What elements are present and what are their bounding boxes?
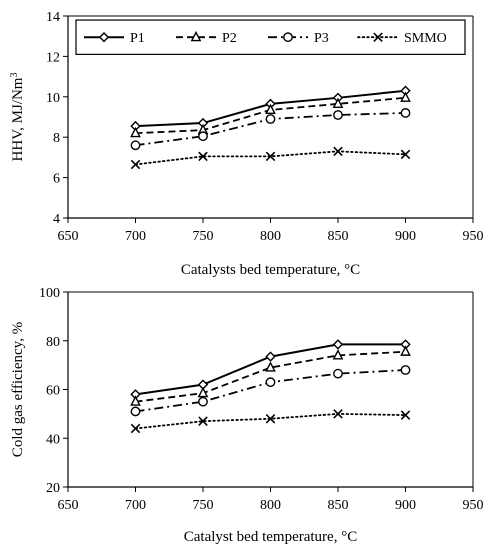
data-point bbox=[333, 368, 343, 379]
y-tick-label: 4 bbox=[53, 212, 60, 227]
data-point bbox=[198, 416, 208, 426]
data-point bbox=[265, 351, 276, 362]
x-tick-label: 900 bbox=[395, 229, 416, 244]
y-tick-label: 20 bbox=[46, 481, 60, 496]
data-point bbox=[332, 349, 344, 360]
legend-marker-p1 bbox=[98, 32, 110, 43]
data-point bbox=[400, 108, 411, 118]
data-point bbox=[400, 410, 411, 420]
data-point bbox=[400, 91, 411, 102]
x-tick-label: 700 bbox=[125, 229, 146, 244]
legend-label-p2: P2 bbox=[222, 31, 237, 46]
x-tick-label: 650 bbox=[58, 229, 79, 244]
legend-marker-p3 bbox=[283, 32, 293, 43]
x-tick-label: 750 bbox=[193, 498, 214, 513]
data-point bbox=[333, 110, 343, 120]
series-p2 bbox=[130, 345, 411, 406]
legend-label-p1: P1 bbox=[130, 31, 145, 46]
x-tick-label: 750 bbox=[193, 229, 214, 244]
series-line-p2 bbox=[135, 350, 406, 403]
data-point bbox=[265, 361, 276, 372]
data-point bbox=[265, 413, 276, 424]
data-point bbox=[265, 103, 276, 115]
x-axis-label: Catalysts bed temperature, °C bbox=[181, 262, 360, 278]
data-point bbox=[333, 409, 343, 419]
data-point bbox=[332, 339, 344, 350]
chart-2: 650 700 750 800 850 900 950 20 40 60 80 100 Catalyst… bbox=[10, 286, 484, 545]
data-point bbox=[400, 365, 411, 375]
series-p3 bbox=[130, 365, 411, 417]
y-tick-label: 10 bbox=[46, 91, 60, 106]
y-tick-label: 6 bbox=[53, 172, 60, 187]
x-tick-label: 850 bbox=[328, 229, 349, 244]
series-smmo bbox=[130, 409, 411, 434]
data-point bbox=[265, 377, 276, 388]
y-axis-label-superscript: 3 bbox=[9, 73, 20, 78]
y-tick-label: 14 bbox=[46, 10, 60, 25]
data-point bbox=[400, 149, 411, 160]
data-point bbox=[198, 151, 208, 162]
y-tick-label: 80 bbox=[46, 335, 60, 350]
legend-label-p3: P3 bbox=[314, 31, 329, 46]
data-point bbox=[265, 114, 276, 124]
data-point bbox=[400, 345, 411, 356]
series-p2 bbox=[130, 91, 411, 138]
data-point bbox=[130, 395, 141, 406]
data-point bbox=[198, 131, 208, 142]
y-tick-label: 12 bbox=[46, 50, 60, 65]
data-point bbox=[197, 386, 209, 398]
data-point bbox=[198, 396, 208, 407]
series-line-p3 bbox=[135, 369, 406, 413]
data-point bbox=[332, 97, 344, 108]
data-point bbox=[130, 406, 141, 417]
x-tick-label: 800 bbox=[260, 229, 281, 244]
x-tick-label: 800 bbox=[260, 498, 281, 513]
y-tick-label: 8 bbox=[53, 131, 60, 146]
data-point bbox=[130, 126, 141, 138]
x-tick-label: 950 bbox=[463, 229, 484, 244]
data-point bbox=[333, 146, 343, 157]
data-point bbox=[130, 423, 141, 434]
y-axis-label: HHV, MJ/Nm3 bbox=[9, 73, 27, 162]
data-point bbox=[130, 159, 141, 170]
series-smmo bbox=[130, 146, 411, 170]
x-tick-label: 700 bbox=[125, 498, 146, 513]
y-tick-label: 100 bbox=[39, 286, 60, 301]
chart-1: 650 700 750 800 850 900 950 4 6 8 10 12 14 Catalysts … bbox=[9, 10, 484, 278]
x-axis-label: Catalyst bed temperature, °C bbox=[184, 529, 357, 545]
legend-marker-p2 bbox=[190, 30, 202, 42]
x-tick-label: 650 bbox=[58, 498, 79, 513]
legend: P1 P2 P3 SMMO bbox=[75, 19, 466, 55]
y-axis-label: Cold gas efficiency, % bbox=[10, 322, 26, 457]
legend-label-smmo: SMMO bbox=[404, 31, 447, 46]
x-tick-label: 850 bbox=[328, 498, 349, 513]
x-tick-label: 950 bbox=[463, 498, 484, 513]
y-tick-label: 40 bbox=[46, 432, 60, 447]
series-p3 bbox=[130, 108, 411, 151]
data-point bbox=[265, 151, 276, 162]
series-p1 bbox=[130, 339, 411, 400]
y-tick-label: 60 bbox=[46, 384, 60, 399]
x-tick-label: 900 bbox=[395, 498, 416, 513]
series-line-smmo bbox=[134, 412, 407, 430]
series-line-smmo bbox=[134, 150, 407, 166]
legend-marker-smmo bbox=[373, 32, 383, 42]
data-point bbox=[130, 140, 141, 151]
